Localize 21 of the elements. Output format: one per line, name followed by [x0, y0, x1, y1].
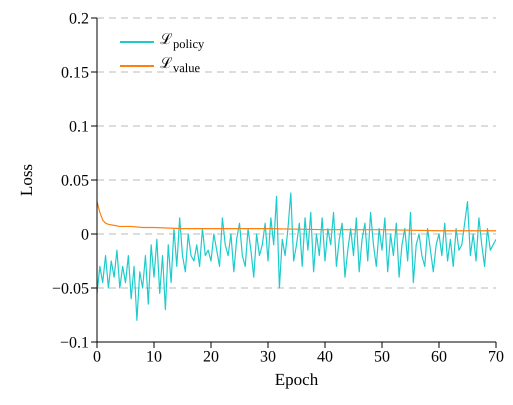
legend-label: ℒ$_{policy}$	[160, 31, 204, 53]
y-tick-label: 0	[81, 226, 89, 244]
x-tick-label: 10	[146, 348, 162, 366]
y-tick-label: 0.05	[61, 172, 89, 190]
y-tick-label: 0.2	[69, 10, 89, 28]
y-axis-title: Loss	[17, 164, 36, 196]
y-tick-label: 0.1	[69, 118, 89, 136]
line-series	[97, 201, 496, 232]
x-tick-label: 20	[203, 348, 219, 366]
x-tick-label: 30	[260, 348, 276, 366]
x-tick-label: 70	[488, 348, 504, 366]
x-tick-label: 60	[431, 348, 447, 366]
x-tick-label: 40	[317, 348, 333, 366]
y-tick-label: 0.15	[61, 64, 89, 82]
line-series	[97, 192, 496, 321]
x-tick-label: 50	[374, 348, 390, 366]
x-tick-label: 0	[93, 348, 101, 366]
legend-label: ℒ$_{value}$	[160, 55, 200, 77]
y-tick-label: −0.05	[52, 280, 89, 298]
y-tick-label: −0.1	[60, 334, 89, 352]
x-axis-title: Epoch	[274, 370, 319, 389]
